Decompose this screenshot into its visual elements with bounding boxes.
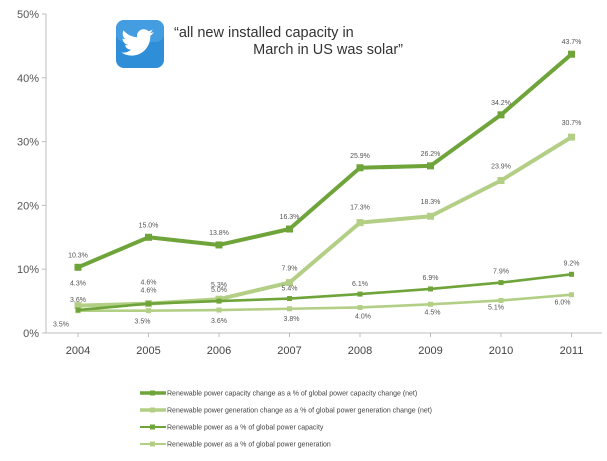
data-label: 3.6% bbox=[211, 318, 227, 325]
data-point bbox=[287, 306, 292, 312]
quote-line-1: “all new installed capacity in bbox=[174, 25, 354, 41]
data-label: 17.3% bbox=[350, 205, 370, 212]
data-label: 4.0% bbox=[355, 313, 371, 320]
legend-item: Renewable power capacity change as a % o… bbox=[140, 390, 417, 398]
quote-line-2: March in US was solar” bbox=[253, 42, 403, 58]
x-tick-label: 2004 bbox=[66, 345, 90, 357]
series-line-4 bbox=[78, 293, 572, 312]
series-layer bbox=[74, 50, 575, 314]
legend-label: Renewable power as a % of global power c… bbox=[167, 425, 324, 432]
data-label: 5.0% bbox=[211, 287, 227, 294]
data-label: 6.9% bbox=[423, 275, 439, 282]
data-point bbox=[427, 162, 434, 170]
legend: Renewable power capacity change as a % o… bbox=[140, 390, 432, 449]
legend-label: Renewable power capacity change as a % o… bbox=[167, 391, 417, 398]
series-line-1 bbox=[77, 52, 573, 270]
legend-label: Renewable power generation change as a %… bbox=[167, 408, 432, 415]
data-point bbox=[75, 307, 81, 313]
data-label: 3.6% bbox=[70, 297, 86, 304]
x-tick-label: 2010 bbox=[489, 345, 513, 357]
legend-marker bbox=[150, 424, 155, 430]
data-point bbox=[356, 219, 364, 227]
x-tick-label: 2008 bbox=[348, 345, 372, 357]
x-tick-label: 2005 bbox=[136, 345, 160, 357]
data-point bbox=[497, 111, 505, 119]
data-point bbox=[74, 263, 82, 271]
data-label: 34.2% bbox=[491, 100, 511, 107]
data-label: 3.5% bbox=[53, 322, 69, 329]
data-label: 25.9% bbox=[350, 153, 370, 160]
data-label: 13.8% bbox=[209, 230, 229, 237]
legend-item: Renewable power generation change as a %… bbox=[140, 407, 432, 415]
data-label: 16.3% bbox=[280, 214, 300, 221]
data-labels: 3.5% 3.5% 3.6% 3.8% 4.0% 4.5% 5.1% 6.0% 4.3% 4.6%… bbox=[53, 39, 581, 328]
data-point bbox=[498, 297, 504, 303]
y-tick-label: 0% bbox=[23, 328, 39, 340]
data-point bbox=[428, 286, 433, 292]
legend-label: Renewable power as a % of global power g… bbox=[167, 442, 331, 449]
data-point bbox=[286, 279, 293, 287]
legend-marker bbox=[150, 441, 155, 447]
legend-item: Renewable power as a % of global power c… bbox=[140, 424, 324, 432]
data-label: 7.9% bbox=[493, 269, 509, 276]
data-label: 23.9% bbox=[491, 164, 511, 171]
data-label: 43.7% bbox=[562, 39, 582, 46]
data-label: 3.8% bbox=[284, 316, 300, 323]
data-label: 26.2% bbox=[421, 151, 441, 158]
data-point bbox=[428, 301, 433, 307]
data-point bbox=[216, 307, 222, 313]
data-label: 7.9% bbox=[282, 266, 298, 273]
quote-callout: “all new installed capacity in March in … bbox=[116, 20, 403, 68]
data-label: 4.3% bbox=[70, 281, 86, 288]
data-point bbox=[357, 291, 363, 297]
y-tick-label: 40% bbox=[17, 73, 39, 85]
data-label: 10.3% bbox=[68, 252, 88, 259]
legend-marker bbox=[150, 390, 155, 396]
y-tick-label: 10% bbox=[17, 264, 39, 276]
legend-item: Renewable power as a % of global power g… bbox=[140, 441, 331, 449]
data-label: 18.3% bbox=[421, 199, 441, 206]
axes: 0% 10% 20% 30% 40% 50% 2004 2005 2006 2007 2008 200… bbox=[17, 9, 602, 357]
data-label: 4.6% bbox=[141, 280, 157, 287]
data-label: 4.5% bbox=[425, 309, 441, 316]
y-tick-label: 50% bbox=[17, 9, 39, 21]
data-point bbox=[146, 301, 151, 307]
data-point bbox=[569, 271, 574, 277]
data-point bbox=[145, 233, 152, 241]
data-label: 5.3% bbox=[211, 282, 227, 289]
data-point bbox=[215, 241, 223, 249]
data-label: 3.5% bbox=[135, 319, 151, 326]
y-tick-label: 30% bbox=[17, 137, 39, 149]
data-point bbox=[357, 304, 363, 310]
data-point bbox=[287, 296, 292, 302]
x-tick-label: 2009 bbox=[418, 345, 442, 357]
data-point bbox=[569, 292, 574, 298]
x-tick-label: 2007 bbox=[277, 345, 301, 357]
data-point bbox=[146, 308, 151, 314]
legend-marker bbox=[150, 407, 155, 413]
data-point bbox=[568, 50, 575, 58]
data-point bbox=[497, 177, 505, 185]
data-label: 6.0% bbox=[555, 300, 571, 307]
data-label: 15.0% bbox=[139, 222, 159, 229]
data-point bbox=[568, 133, 575, 141]
data-point bbox=[286, 225, 293, 233]
data-point bbox=[427, 212, 434, 220]
data-label: 6.1% bbox=[352, 281, 368, 288]
data-point bbox=[356, 164, 364, 172]
data-point bbox=[74, 302, 82, 310]
data-label: 30.7% bbox=[562, 120, 582, 127]
y-tick-label: 20% bbox=[17, 200, 39, 212]
data-label: 5.1% bbox=[488, 304, 504, 311]
data-point bbox=[498, 280, 504, 286]
x-tick-label: 2006 bbox=[207, 345, 231, 357]
data-label: 9.2% bbox=[564, 260, 580, 267]
data-label: 4.6% bbox=[141, 288, 157, 295]
data-point bbox=[216, 298, 222, 304]
data-label: 5.4% bbox=[282, 286, 298, 293]
twitter-bird-icon bbox=[116, 20, 164, 68]
x-tick-label: 2011 bbox=[560, 345, 584, 357]
series-line-3 bbox=[77, 273, 572, 312]
